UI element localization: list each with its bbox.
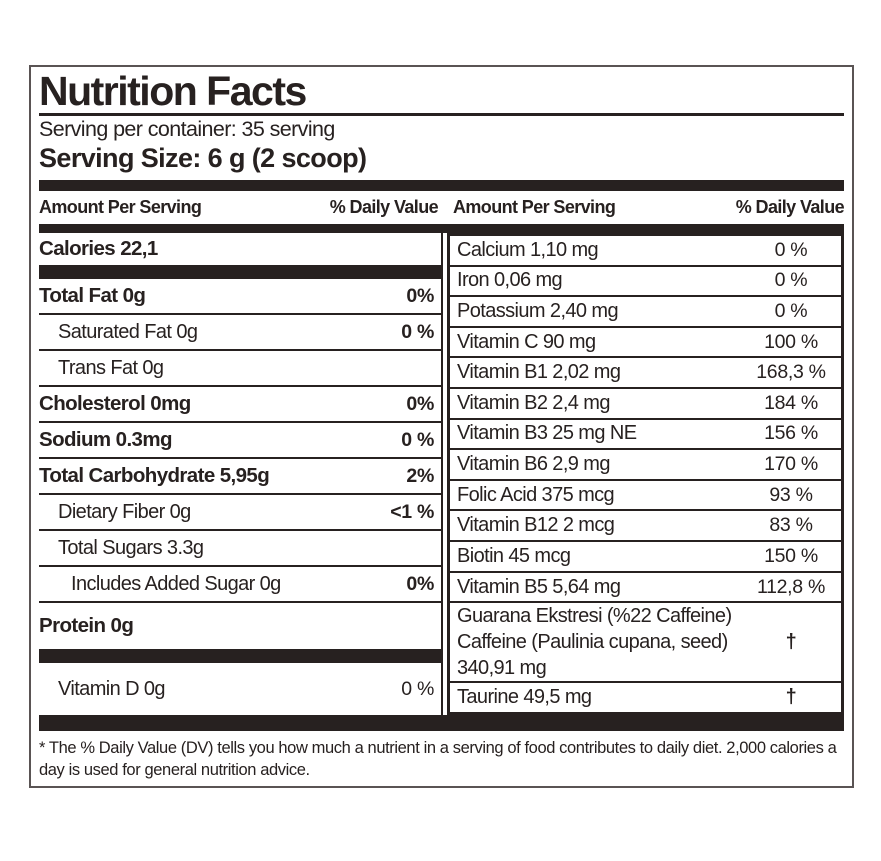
thick-divider-top: [39, 180, 844, 191]
daily-value: 0 %: [401, 320, 434, 343]
nutrient-row-vitamin-c: Vitamin C 90 mg 100 %: [450, 328, 841, 359]
nutrient-row-taurine: Taurine 49,5 mg †: [450, 683, 841, 712]
nutrients-area: Calories 22,1 Total Fat 0g 0% Saturated …: [39, 233, 844, 715]
nutrient-label: Guarana Ekstresi (%22 Caffeine) Caffeine…: [457, 603, 743, 681]
daily-value: 2%: [406, 464, 434, 487]
nutrient-label-line2: Caffeine (Paulinia cupana, seed) 340,91 …: [457, 631, 728, 680]
nutrient-label: Potassium 2,40 mg: [457, 300, 619, 323]
nutrient-row-total-carbohydrate: Total Carbohydrate 5,95g 2%: [39, 459, 441, 495]
nutrient-label: Folic Acid 375 mcg: [457, 483, 615, 506]
nutrient-row-iron: Iron 0,06 mg 0 %: [450, 267, 841, 298]
daily-value: 168,3 %: [756, 361, 826, 384]
nutrient-row-added-sugar: Includes Added Sugar 0g 0%: [39, 567, 441, 603]
daily-value: 156 %: [764, 422, 818, 445]
panel-title: Nutrition Facts: [39, 68, 307, 114]
daily-value: 184 %: [764, 391, 818, 414]
nutrient-label: Vitamin B2 2,4 mg: [457, 391, 610, 414]
nutrient-label: Sodium 0.3mg: [39, 428, 173, 451]
nutrient-row-saturated-fat: Saturated Fat 0g 0 %: [39, 315, 441, 351]
nutrient-label: Vitamin C 90 mg: [457, 330, 596, 353]
nutrient-label: Total Fat 0g: [39, 284, 146, 307]
daily-value: 0 %: [774, 300, 808, 323]
nutrient-label: Biotin 45 mcg: [457, 544, 571, 567]
nutrient-row-vitamin-b3: Vitamin B3 25 mg NE 156 %: [450, 420, 841, 451]
nutrient-row-guarana-caffeine: Guarana Ekstresi (%22 Caffeine) Caffeine…: [450, 603, 841, 684]
nutrient-row-dietary-fiber: Dietary Fiber 0g <1 %: [39, 495, 441, 531]
daily-value: 83 %: [769, 514, 813, 537]
nutrient-label: Total Carbohydrate 5,95g: [39, 464, 270, 487]
daily-value: 150 %: [764, 544, 818, 567]
nutrient-label: Total Sugars 3.3g: [58, 536, 204, 559]
nutrient-label: Includes Added Sugar 0g: [71, 572, 281, 595]
nutrient-row-vitamin-d: Vitamin D 0g 0 %: [39, 663, 441, 715]
daily-value-header: % Daily Value: [735, 197, 845, 217]
daily-value: 0 %: [401, 428, 434, 451]
nutrient-label: Iron 0,06 mg: [457, 269, 563, 292]
servings-per-container: Serving per container: 35 serving: [39, 117, 335, 141]
daily-value-footnote: * The % Daily Value (DV) tells you how m…: [39, 739, 837, 779]
nutrient-row-total-fat: Total Fat 0g 0%: [39, 279, 441, 315]
left-nutrient-column: Calories 22,1 Total Fat 0g 0% Saturated …: [39, 233, 443, 715]
nutrient-row-calories: Calories 22,1: [39, 233, 441, 265]
daily-value: 0%: [406, 284, 434, 307]
title-divider: [39, 113, 844, 116]
nutrient-row-biotin: Biotin 45 mcg 150 %: [450, 542, 841, 573]
nutrient-row-trans-fat: Trans Fat 0g: [39, 351, 441, 387]
right-nutrient-column: Calcium 1,10 mg 0 % Iron 0,06 mg 0 % Pot…: [447, 233, 844, 715]
nutrient-label-line1: Guarana Ekstresi (%22 Caffeine): [457, 605, 732, 628]
amount-per-serving-header: Amount Per Serving: [39, 197, 202, 217]
right-column-headers: Amount Per Serving % Daily Value: [443, 197, 845, 218]
daily-value: 0 %: [774, 238, 808, 261]
nutrient-row-cholesterol: Cholesterol 0mg 0%: [39, 387, 441, 423]
nutrient-row-total-sugars: Total Sugars 3.3g: [39, 531, 441, 567]
nutrient-label: Saturated Fat 0g: [58, 320, 198, 343]
amount-per-serving-header: Amount Per Serving: [453, 197, 616, 217]
daily-value: 0%: [406, 392, 434, 415]
daily-value: 112,8 %: [756, 575, 825, 598]
nutrient-label: Cholesterol 0mg: [39, 392, 191, 415]
nutrient-row-protein: Protein 0g: [39, 603, 441, 649]
daily-value: 170 %: [764, 453, 818, 476]
daily-value: 100 %: [764, 330, 818, 353]
nutrient-row-vitamin-b5: Vitamin B5 5,64 mg 112,8 %: [450, 573, 841, 604]
nutrient-label: Calories 22,1: [39, 237, 158, 260]
left-column-headers: Amount Per Serving % Daily Value: [39, 197, 443, 218]
daily-value-dagger: †: [785, 686, 797, 709]
nutrient-row-folic-acid: Folic Acid 375 mcg 93 %: [450, 481, 841, 512]
nutrient-row-sodium: Sodium 0.3mg 0 %: [39, 423, 441, 459]
nutrient-label: Vitamin B1 2,02 mg: [457, 361, 621, 384]
nutrient-label: Vitamin B5 5,64 mg: [457, 575, 621, 598]
thick-divider-headers: [39, 224, 844, 233]
nutrient-label: Taurine 49,5 mg: [457, 686, 592, 709]
nutrient-row-vitamin-b12: Vitamin B12 2 mcg 83 %: [450, 511, 841, 543]
nutrient-row-vitamin-b1: Vitamin B1 2,02 mg 168,3 %: [450, 358, 841, 390]
daily-value: <1 %: [390, 500, 434, 523]
nutrient-row-vitamin-b2: Vitamin B2 2,4 mg 184 %: [450, 389, 841, 420]
daily-value-header: % Daily Value: [329, 197, 439, 217]
nutrient-label: Trans Fat 0g: [58, 356, 164, 379]
protein-divider: [39, 649, 441, 663]
nutrition-facts-panel: Nutrition Facts Serving per container: 3…: [29, 65, 854, 788]
daily-value: 0%: [406, 572, 434, 595]
nutrient-label: Vitamin B6 2,9 mg: [457, 453, 610, 476]
daily-value-dagger: †: [785, 630, 797, 653]
daily-value: 0 %: [401, 677, 434, 700]
nutrient-row-calcium: Calcium 1,10 mg 0 %: [450, 236, 841, 267]
column-headers-row: Amount Per Serving % Daily Value Amount …: [39, 191, 845, 224]
nutrient-label: Vitamin B3 25 mg NE: [457, 422, 637, 445]
thick-divider-bottom: [39, 715, 844, 731]
calories-divider: [39, 265, 441, 279]
nutrient-label: Dietary Fiber 0g: [58, 500, 191, 523]
daily-value: 0 %: [774, 269, 808, 292]
serving-size: Serving Size: 6 g (2 scoop): [39, 143, 367, 173]
nutrient-label: Vitamin D 0g: [58, 677, 166, 700]
daily-value: 93 %: [769, 483, 813, 506]
nutrient-label: Vitamin B12 2 mcg: [457, 514, 615, 537]
nutrient-row-vitamin-b6: Vitamin B6 2,9 mg 170 %: [450, 450, 841, 481]
nutrient-label: Calcium 1,10 mg: [457, 238, 599, 261]
nutrient-label: Protein 0g: [39, 614, 134, 637]
nutrient-row-potassium: Potassium 2,40 mg 0 %: [450, 297, 841, 328]
